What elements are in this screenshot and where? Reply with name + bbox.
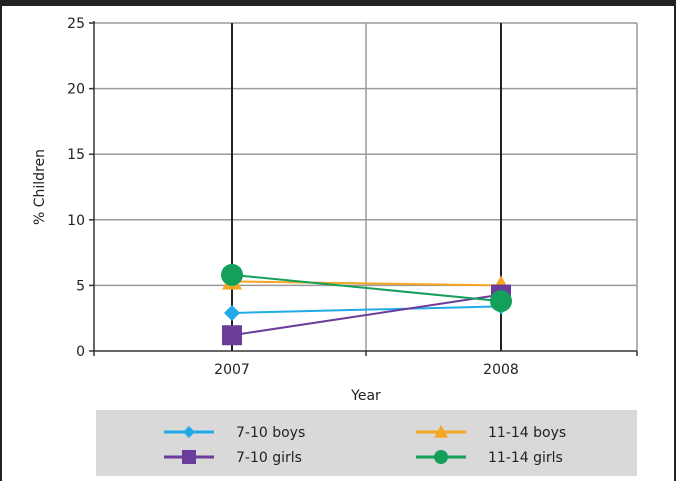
- x-tick-labels: 2007 2008: [214, 362, 519, 378]
- data-point: [222, 325, 242, 345]
- y-tick-label: 0: [76, 344, 85, 360]
- legend-marker: [434, 450, 448, 464]
- y-tick-label: 10: [67, 213, 85, 229]
- y-tick-label: 25: [67, 16, 85, 32]
- legend-label: 7-10 girls: [236, 450, 302, 466]
- y-tick-label: 5: [76, 278, 85, 294]
- gridlines: [94, 23, 637, 351]
- legend-label: 11-14 girls: [488, 450, 563, 466]
- y-axis-title: % Children: [32, 149, 48, 225]
- x-axis-title: Year: [350, 388, 381, 404]
- axes: [89, 21, 637, 356]
- y-tick-label: 15: [67, 147, 85, 163]
- x-tick-label: 2007: [214, 362, 250, 378]
- legend-box: [96, 410, 637, 476]
- legend-marker: [182, 450, 196, 464]
- legend-label: 7-10 boys: [236, 425, 305, 441]
- top-border: [0, 0, 676, 6]
- data-point: [490, 290, 512, 312]
- x-tick-label: 2008: [483, 362, 519, 378]
- y-tick-label: 20: [67, 82, 85, 98]
- legend-label: 11-14 boys: [488, 425, 566, 441]
- data-point: [221, 264, 243, 286]
- data-point: [224, 305, 240, 321]
- y-tick-labels: 0 5 10 15 20 25: [67, 16, 85, 360]
